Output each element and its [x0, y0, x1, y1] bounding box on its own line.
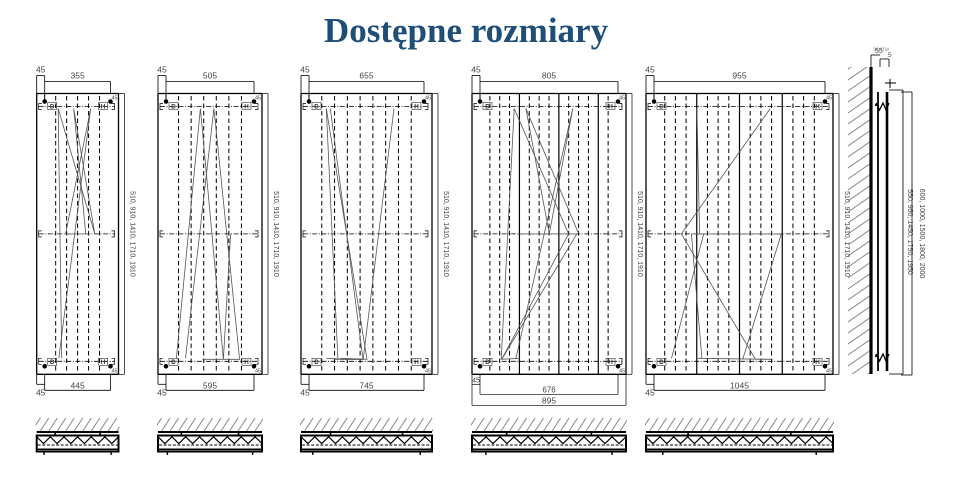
svg-text:45: 45: [826, 96, 832, 102]
svg-text:45: 45: [645, 65, 655, 75]
svg-text:45: 45: [255, 96, 261, 102]
svg-text:510, 910, 1410, 1710, 1910: 510, 910, 1410, 1710, 1910: [129, 191, 136, 277]
svg-text:550, 950, 1450, 1750, 1950: 550, 950, 1450, 1750, 1950: [906, 189, 913, 275]
svg-text:D: D: [485, 103, 490, 110]
svg-text:45: 45: [645, 387, 655, 397]
svg-text:H: H: [414, 359, 419, 366]
svg-text:510, 910, 1410, 1710, 1910: 510, 910, 1410, 1710, 1910: [442, 191, 449, 277]
svg-text:55: 55: [875, 48, 883, 55]
svg-text:H: H: [608, 103, 613, 110]
svg-text:H: H: [101, 103, 106, 110]
svg-text:D: D: [314, 103, 319, 110]
svg-text:805: 805: [542, 71, 556, 81]
svg-text:D: D: [171, 359, 176, 366]
svg-text:D: D: [50, 359, 55, 366]
svg-text:H: H: [815, 359, 820, 366]
svg-text:45: 45: [36, 65, 46, 75]
svg-text:45: 45: [112, 96, 118, 102]
svg-text:5: 5: [888, 52, 892, 59]
svg-text:D: D: [50, 103, 55, 110]
svg-text:45: 45: [157, 387, 167, 397]
svg-text:45: 45: [300, 65, 310, 75]
svg-text:510, 910, 1410, 1710, 1910: 510, 910, 1410, 1710, 1910: [636, 191, 643, 277]
svg-text:D: D: [171, 103, 176, 110]
svg-text:D: D: [659, 103, 664, 110]
svg-text:510, 910, 1410, 1710, 1910: 510, 910, 1410, 1710, 1910: [843, 191, 850, 277]
svg-text:45: 45: [425, 368, 431, 374]
svg-text:45: 45: [425, 96, 431, 102]
svg-text:676: 676: [542, 385, 556, 394]
svg-text:45: 45: [157, 65, 167, 75]
svg-text:45: 45: [619, 368, 625, 374]
svg-text:D: D: [314, 359, 319, 366]
svg-text:H: H: [414, 103, 419, 110]
svg-text:45: 45: [36, 387, 46, 397]
svg-text:45: 45: [112, 368, 118, 374]
svg-text:45: 45: [300, 387, 310, 397]
svg-text:510, 910, 1410, 1710, 1910: 510, 910, 1410, 1710, 1910: [272, 191, 279, 277]
svg-text:45: 45: [471, 65, 481, 75]
svg-text:895: 895: [542, 395, 556, 405]
svg-text:45: 45: [255, 368, 261, 374]
svg-text:445: 445: [71, 380, 85, 390]
svg-text:H: H: [244, 359, 249, 366]
svg-text:H: H: [608, 359, 613, 366]
svg-text:955: 955: [732, 71, 746, 81]
svg-text:355: 355: [71, 71, 85, 81]
svg-text:D: D: [659, 359, 664, 366]
svg-text:745: 745: [359, 380, 373, 390]
svg-text:H: H: [815, 103, 820, 110]
svg-text:D: D: [485, 359, 490, 366]
svg-text:45: 45: [826, 368, 832, 374]
svg-text:655: 655: [359, 71, 373, 81]
svg-text:H: H: [101, 359, 106, 366]
svg-text:600, 1000, 1500, 1800, 2000: 600, 1000, 1500, 1800, 2000: [918, 189, 925, 279]
svg-text:505: 505: [203, 71, 217, 81]
svg-text:45: 45: [619, 96, 625, 102]
svg-text:595: 595: [203, 380, 217, 390]
svg-text:H: H: [244, 103, 249, 110]
svg-text:45: 45: [472, 377, 480, 384]
svg-text:1045: 1045: [730, 380, 749, 390]
